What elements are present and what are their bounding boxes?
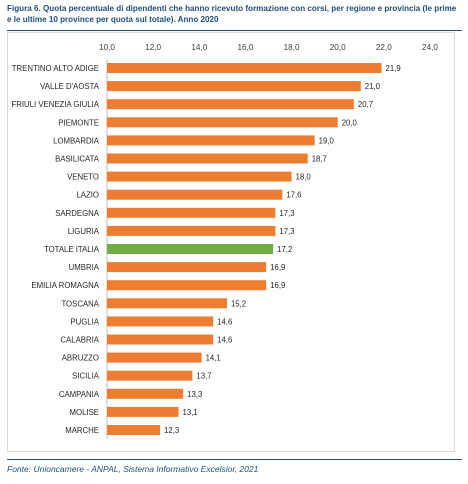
- bar: [107, 334, 214, 345]
- figure-caption: Figura 6. Quota percentuale di dipendent…: [7, 4, 457, 24]
- bar: [107, 135, 315, 146]
- bar: [107, 81, 361, 92]
- value-label: 12,3: [164, 426, 179, 435]
- bar: [107, 63, 382, 73]
- x-tick-label: 24,0: [422, 43, 438, 52]
- category-label: CAMPANIA: [59, 390, 100, 399]
- value-label: 17,6: [286, 191, 301, 200]
- category-label: LOMBARDIA: [53, 136, 100, 145]
- bar: [107, 117, 338, 128]
- bar: [107, 280, 267, 291]
- x-tick-label: 16,0: [237, 43, 253, 52]
- source-note: Fonte: Unioncamere - ANPAL, Sistema Info…: [7, 464, 259, 474]
- category-label: TOSCANA: [61, 299, 99, 308]
- bar: [107, 171, 292, 182]
- chart-frame: [7, 32, 455, 452]
- value-label: 21,9: [386, 64, 401, 73]
- value-label: 18,7: [312, 155, 327, 164]
- value-label: 18,0: [296, 173, 312, 182]
- category-label: MOLISE: [70, 408, 99, 417]
- category-label: EMILIA ROMAGNA: [31, 281, 99, 290]
- bar: [107, 189, 283, 200]
- value-label: 14,1: [206, 354, 221, 363]
- bar: [107, 425, 161, 435]
- bar: [107, 388, 184, 399]
- category-label: MARCHE: [65, 426, 99, 435]
- value-label: 15,2: [231, 299, 246, 308]
- category-label: TOTALE ITALIA: [44, 245, 100, 254]
- x-tick-label: 12,0: [145, 43, 161, 52]
- bar: [107, 207, 276, 218]
- x-tick-label: 18,0: [284, 43, 300, 52]
- value-label: 16,9: [270, 263, 285, 272]
- bar: [107, 262, 267, 273]
- value-label: 16,9: [270, 281, 285, 290]
- value-label: 21,0: [365, 82, 381, 91]
- category-label: SICILIA: [72, 372, 100, 381]
- x-tick-label: 10,0: [99, 43, 115, 52]
- category-label: LAZIO: [76, 191, 99, 200]
- x-tick-label: 20,0: [330, 43, 346, 52]
- category-label: ABRUZZO: [62, 354, 99, 363]
- value-label: 13,7: [196, 372, 211, 381]
- bar: [107, 244, 274, 254]
- category-label: VALLE D'AOSTA: [40, 82, 100, 91]
- value-label: 17,3: [279, 227, 294, 236]
- value-label: 20,7: [358, 100, 373, 109]
- value-label: 13,3: [187, 390, 202, 399]
- caption-rule: [7, 30, 462, 31]
- bar: [107, 316, 214, 327]
- category-label: TRENTINO ALTO ADIGE: [12, 64, 99, 73]
- category-label: UMBRIA: [69, 263, 100, 272]
- value-label: 14,6: [217, 336, 232, 345]
- category-label: BASILICATA: [55, 155, 100, 164]
- value-label: 14,6: [217, 317, 232, 326]
- value-label: 17,3: [279, 209, 294, 218]
- category-label: VENETO: [67, 173, 99, 182]
- category-label: PIEMONTE: [58, 118, 99, 127]
- bar: [107, 153, 308, 164]
- category-label: LIGURIA: [68, 227, 100, 236]
- bar: [107, 298, 227, 309]
- bar: [107, 99, 354, 110]
- x-tick-label: 22,0: [376, 43, 392, 52]
- x-tick-label: 14,0: [191, 43, 207, 52]
- bar: [107, 225, 276, 236]
- category-label: CALABRIA: [60, 336, 99, 345]
- category-label: FRIULI VENEZIA GIULIA: [11, 100, 99, 109]
- bar: [107, 370, 193, 381]
- bar: [107, 406, 179, 417]
- value-label: 19,0: [319, 136, 335, 145]
- source-rule: [7, 459, 462, 460]
- category-label: PUGLIA: [70, 317, 99, 326]
- value-label: 20,0: [342, 118, 358, 127]
- bar: [107, 352, 202, 363]
- value-label: 17,2: [277, 245, 292, 254]
- category-label: SARDEGNA: [55, 209, 100, 218]
- value-label: 13,1: [183, 408, 198, 417]
